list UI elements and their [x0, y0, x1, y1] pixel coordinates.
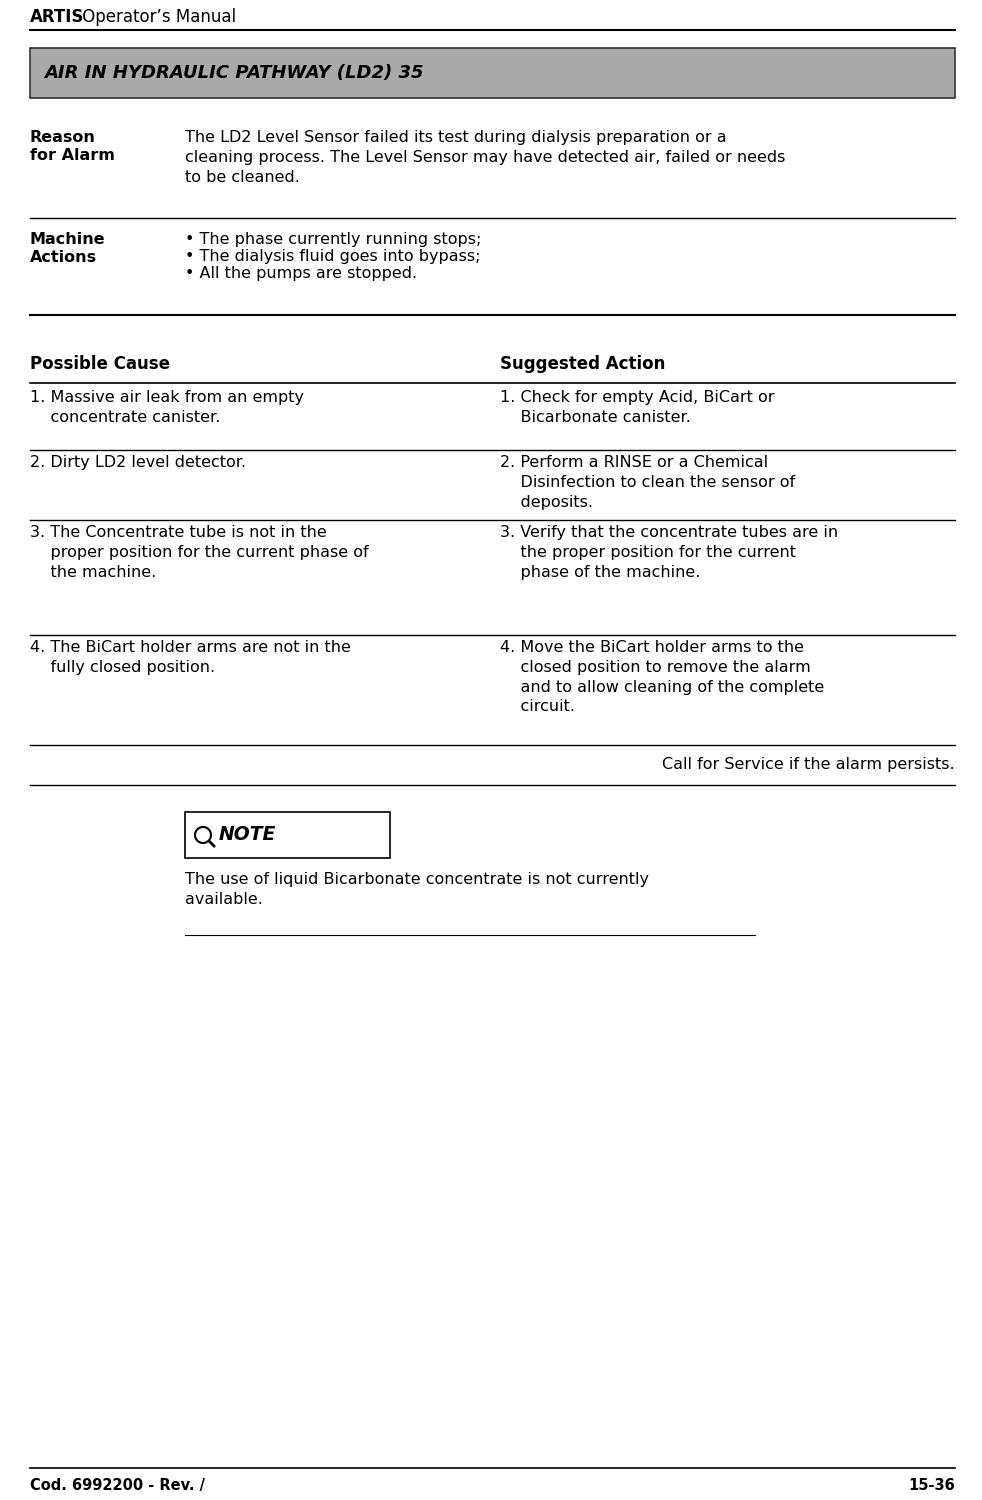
Text: The use of liquid Bicarbonate concentrate is not currently
available.: The use of liquid Bicarbonate concentrat… — [185, 871, 649, 907]
Text: The LD2 Level Sensor failed its test during dialysis preparation or a
cleaning p: The LD2 Level Sensor failed its test dur… — [185, 130, 786, 184]
Text: for Alarm: for Alarm — [30, 148, 115, 164]
Text: • The phase currently running stops;: • The phase currently running stops; — [185, 232, 481, 248]
Text: • All the pumps are stopped.: • All the pumps are stopped. — [185, 266, 417, 280]
Text: 1. Massive air leak from an empty
    concentrate canister.: 1. Massive air leak from an empty concen… — [30, 390, 304, 424]
Text: 4. The BiCart holder arms are not in the
    fully closed position.: 4. The BiCart holder arms are not in the… — [30, 640, 351, 675]
Text: Reason: Reason — [30, 130, 96, 146]
Text: Machine: Machine — [30, 232, 106, 248]
Text: 2. Dirty LD2 level detector.: 2. Dirty LD2 level detector. — [30, 454, 246, 470]
Text: 1. Check for empty Acid, BiCart or
    Bicarbonate canister.: 1. Check for empty Acid, BiCart or Bicar… — [500, 390, 775, 424]
Text: 2. Perform a RINSE or a Chemical
    Disinfection to clean the sensor of
    dep: 2. Perform a RINSE or a Chemical Disinfe… — [500, 454, 795, 510]
Text: Suggested Action: Suggested Action — [500, 356, 666, 374]
Text: Operator’s Manual: Operator’s Manual — [77, 8, 236, 26]
Text: 4. Move the BiCart holder arms to the
    closed position to remove the alarm
  : 4. Move the BiCart holder arms to the cl… — [500, 640, 824, 714]
Text: 3. The Concentrate tube is not in the
    proper position for the current phase : 3. The Concentrate tube is not in the pr… — [30, 525, 368, 579]
Text: Call for Service if the alarm persists.: Call for Service if the alarm persists. — [663, 758, 955, 772]
Text: 3. Verify that the concentrate tubes are in
    the proper position for the curr: 3. Verify that the concentrate tubes are… — [500, 525, 838, 579]
FancyBboxPatch shape — [30, 48, 955, 98]
Text: Possible Cause: Possible Cause — [30, 356, 170, 374]
Text: Cod. 6992200 - Rev. /: Cod. 6992200 - Rev. / — [30, 1478, 205, 1492]
Text: • The dialysis fluid goes into bypass;: • The dialysis fluid goes into bypass; — [185, 249, 480, 264]
Text: NOTE: NOTE — [219, 825, 276, 844]
Text: 15-36: 15-36 — [908, 1478, 955, 1492]
FancyBboxPatch shape — [185, 812, 390, 858]
Text: Actions: Actions — [30, 251, 97, 266]
Text: AIR IN HYDRAULIC PATHWAY (LD2) 35: AIR IN HYDRAULIC PATHWAY (LD2) 35 — [44, 64, 423, 82]
Text: ARTIS: ARTIS — [30, 8, 84, 26]
